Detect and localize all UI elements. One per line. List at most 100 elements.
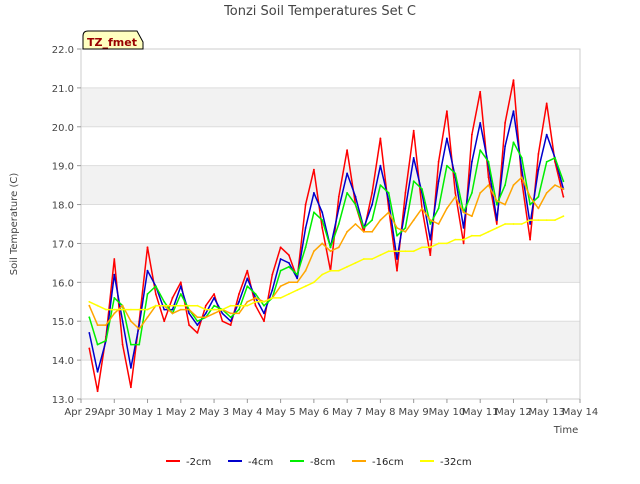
data-point (529, 219, 531, 222)
data-point (221, 308, 224, 311)
data-point (105, 308, 107, 311)
data-point (188, 324, 191, 326)
data-point (379, 184, 382, 187)
data-point (163, 320, 166, 323)
data-point (254, 304, 257, 307)
data-point (337, 207, 340, 210)
data-point (88, 300, 91, 303)
data-point (479, 234, 482, 237)
y-tick-label: 16.0 (52, 278, 74, 289)
data-point (437, 207, 440, 210)
x-tick-label: May 2 (166, 407, 196, 418)
data-point (146, 293, 149, 295)
data-point (271, 297, 274, 299)
station-badge: TZ_fmet (82, 30, 144, 50)
data-point (462, 242, 465, 245)
data-point (412, 180, 415, 183)
data-point (371, 230, 373, 233)
data-point (520, 223, 523, 225)
x-tick-label: May 7 (332, 407, 362, 418)
data-point (462, 211, 465, 214)
data-point (130, 308, 132, 311)
data-point (204, 316, 207, 319)
data-point (96, 370, 99, 373)
data-point (562, 215, 565, 218)
data-point (130, 367, 132, 369)
data-point (346, 192, 348, 194)
plot-band (81, 87, 580, 127)
y-tick-label: 22.0 (52, 45, 74, 56)
data-point (288, 254, 290, 256)
data-point (404, 227, 407, 229)
data-point (246, 300, 249, 303)
legend-label: -2cm (186, 457, 211, 468)
data-point (495, 223, 498, 225)
data-point (313, 281, 315, 284)
data-point (404, 192, 407, 194)
data-point (188, 308, 191, 311)
data-point (396, 258, 398, 260)
y-tick-label: 19.0 (52, 162, 74, 173)
data-point (421, 207, 423, 210)
data-point (138, 324, 141, 326)
data-point (454, 172, 457, 175)
data-point (163, 300, 166, 303)
data-point (520, 157, 523, 159)
data-point (354, 195, 357, 198)
data-point (545, 219, 548, 222)
data-point (196, 324, 199, 326)
data-point (171, 297, 174, 299)
data-point (337, 223, 340, 225)
data-point (254, 300, 257, 303)
data-point (504, 223, 506, 225)
y-tick-label: 14.0 (52, 356, 74, 367)
data-point (462, 238, 465, 241)
series-group--32cm (88, 215, 565, 311)
data-point (138, 328, 141, 330)
data-point (188, 312, 191, 315)
x-tick-label: May 12 (495, 407, 532, 418)
data-point (196, 316, 199, 319)
data-point (130, 386, 132, 389)
data-point (520, 168, 523, 171)
data-point (130, 320, 132, 323)
legend-label: -16cm (372, 457, 404, 468)
plot-frame (80, 48, 581, 400)
data-point (296, 277, 299, 280)
data-point (479, 192, 482, 194)
data-point (504, 184, 506, 187)
data-point (288, 262, 290, 264)
x-axis-label: Time (553, 425, 578, 436)
legend-item: -32cm (420, 457, 472, 468)
data-point (446, 164, 448, 167)
data-point (246, 285, 249, 288)
badge-label: TZ_fmet (87, 36, 137, 49)
data-point (254, 293, 257, 295)
data-point (138, 308, 141, 311)
data-point (371, 219, 373, 222)
data-point (313, 211, 315, 214)
data-point (213, 304, 216, 307)
data-point (487, 176, 490, 179)
data-point (471, 160, 473, 163)
data-point (471, 133, 473, 136)
y-tick-label: 17.0 (52, 239, 74, 250)
data-point (346, 265, 348, 268)
chart-title: Tonzi Soil Temperatures Set C (223, 4, 416, 19)
y-tick-label: 15.0 (52, 317, 74, 328)
data-point (429, 238, 432, 241)
y-axis-label: Soil Temperature (C) (9, 173, 20, 276)
data-point (412, 250, 415, 253)
series-group--16cm (88, 176, 565, 330)
data-point (446, 242, 448, 245)
data-point (279, 269, 282, 272)
data-point (371, 258, 373, 260)
data-point (321, 227, 324, 229)
data-point (462, 227, 465, 229)
data-point (121, 304, 124, 307)
data-point (204, 304, 207, 307)
legend-label: -32cm (440, 457, 472, 468)
data-point (279, 258, 282, 260)
y-tick-label: 18.0 (52, 201, 74, 212)
